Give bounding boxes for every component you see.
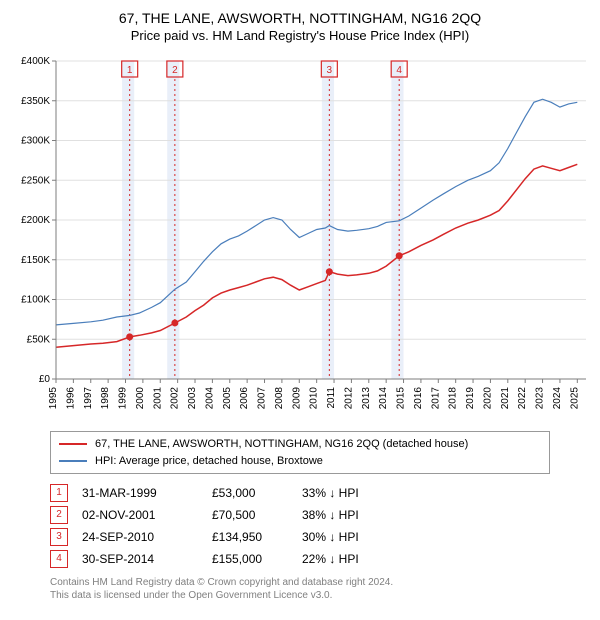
svg-text:2018: 2018 xyxy=(448,387,459,410)
svg-text:2013: 2013 xyxy=(361,387,372,410)
transaction-row: 3 24-SEP-2010£134,95030% ↓ HPI xyxy=(50,526,550,548)
legend-label-hpi: HPI: Average price, detached house, Brox… xyxy=(95,453,323,470)
footer-line-1: Contains HM Land Registry data © Crown c… xyxy=(50,576,550,589)
svg-text:2025: 2025 xyxy=(569,387,580,410)
svg-text:2007: 2007 xyxy=(257,387,268,410)
transaction-date: 30-SEP-2014 xyxy=(82,552,212,566)
svg-text:2010: 2010 xyxy=(309,387,320,410)
transactions-table: 1 31-MAR-1999£53,00033% ↓ HPI 2 02-NOV-2001… xyxy=(50,482,550,570)
legend-box: 67, THE LANE, AWSWORTH, NOTTINGHAM, NG16… xyxy=(50,431,550,474)
svg-text:2004: 2004 xyxy=(204,387,215,410)
transaction-date: 02-NOV-2001 xyxy=(82,508,212,522)
transaction-marker: 1 xyxy=(50,484,68,502)
transaction-row: 4 30-SEP-2014£155,00022% ↓ HPI xyxy=(50,548,550,570)
chart-title: 67, THE LANE, AWSWORTH, NOTTINGHAM, NG16… xyxy=(10,10,590,26)
chart-subtitle: Price paid vs. HM Land Registry's House … xyxy=(10,28,590,43)
svg-text:2012: 2012 xyxy=(343,387,354,410)
svg-text:2021: 2021 xyxy=(500,387,511,410)
transaction-price: £70,500 xyxy=(212,508,302,522)
svg-text:£0: £0 xyxy=(39,374,51,385)
svg-text:£300K: £300K xyxy=(21,136,50,147)
svg-text:1999: 1999 xyxy=(118,387,129,410)
line-chart-svg: 1 2 3 4 £0 £50K £100K £150K £200K £250K £300K £350K… xyxy=(10,53,590,423)
svg-text:2009: 2009 xyxy=(291,387,302,410)
transaction-date: 31-MAR-1999 xyxy=(82,486,212,500)
legend-label-property: 67, THE LANE, AWSWORTH, NOTTINGHAM, NG16… xyxy=(95,436,468,453)
svg-text:2: 2 xyxy=(172,65,178,76)
svg-text:2006: 2006 xyxy=(239,387,250,410)
svg-text:2015: 2015 xyxy=(396,387,407,410)
legend-swatch-hpi xyxy=(59,460,87,462)
svg-text:£100K: £100K xyxy=(21,295,50,306)
svg-text:2019: 2019 xyxy=(465,387,476,410)
svg-text:1998: 1998 xyxy=(100,387,111,410)
svg-text:2014: 2014 xyxy=(378,387,389,410)
svg-text:2024: 2024 xyxy=(552,387,563,410)
svg-text:£50K: £50K xyxy=(27,334,51,345)
transaction-price: £134,950 xyxy=(212,530,302,544)
svg-text:2005: 2005 xyxy=(222,387,233,410)
transaction-pct: 30% ↓ HPI xyxy=(302,530,382,544)
footer-text: Contains HM Land Registry data © Crown c… xyxy=(50,576,550,602)
chart-area: 1 2 3 4 £0 £50K £100K £150K £200K £250K £300K £350K… xyxy=(10,53,590,423)
svg-text:4: 4 xyxy=(396,65,402,76)
transaction-marker: 2 xyxy=(50,506,68,524)
svg-text:1: 1 xyxy=(127,65,133,76)
svg-text:£350K: £350K xyxy=(21,96,50,107)
svg-text:2017: 2017 xyxy=(430,387,441,410)
svg-text:2003: 2003 xyxy=(187,387,198,410)
svg-text:3: 3 xyxy=(327,65,333,76)
svg-text:2001: 2001 xyxy=(152,387,163,410)
svg-text:£250K: £250K xyxy=(21,175,50,186)
svg-text:2016: 2016 xyxy=(413,387,424,410)
svg-text:2011: 2011 xyxy=(326,387,337,409)
legend-row-hpi: HPI: Average price, detached house, Brox… xyxy=(59,453,541,470)
svg-text:2023: 2023 xyxy=(535,387,546,410)
svg-text:£150K: £150K xyxy=(21,255,50,266)
svg-text:2020: 2020 xyxy=(482,387,493,410)
svg-text:2022: 2022 xyxy=(517,387,528,410)
transaction-marker: 3 xyxy=(50,528,68,546)
svg-text:£400K: £400K xyxy=(21,56,50,67)
svg-text:2008: 2008 xyxy=(274,387,285,410)
transaction-marker: 4 xyxy=(50,550,68,568)
svg-text:1995: 1995 xyxy=(48,387,59,410)
transaction-row: 1 31-MAR-1999£53,00033% ↓ HPI xyxy=(50,482,550,504)
svg-text:2002: 2002 xyxy=(170,387,181,410)
svg-text:1996: 1996 xyxy=(65,387,76,410)
svg-text:2000: 2000 xyxy=(135,387,146,410)
svg-text:£200K: £200K xyxy=(21,215,50,226)
transaction-pct: 22% ↓ HPI xyxy=(302,552,382,566)
transaction-pct: 33% ↓ HPI xyxy=(302,486,382,500)
svg-text:1997: 1997 xyxy=(83,387,94,410)
legend-swatch-property xyxy=(59,443,87,445)
transaction-price: £155,000 xyxy=(212,552,302,566)
transaction-date: 24-SEP-2010 xyxy=(82,530,212,544)
transaction-price: £53,000 xyxy=(212,486,302,500)
footer-line-2: This data is licensed under the Open Gov… xyxy=(50,589,550,602)
legend-row-property: 67, THE LANE, AWSWORTH, NOTTINGHAM, NG16… xyxy=(59,436,541,453)
transaction-row: 2 02-NOV-2001£70,50038% ↓ HPI xyxy=(50,504,550,526)
transaction-pct: 38% ↓ HPI xyxy=(302,508,382,522)
